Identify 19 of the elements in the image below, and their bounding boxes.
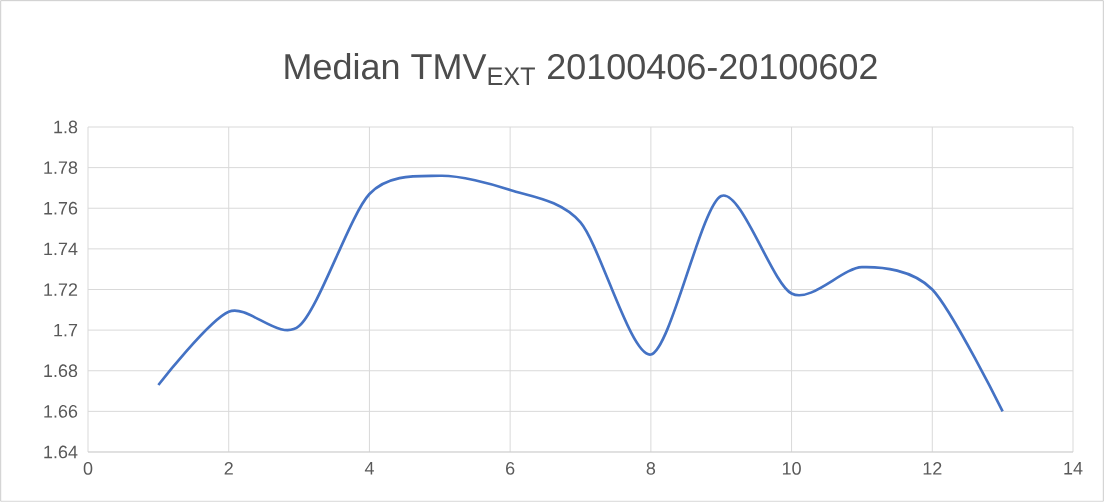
- y-tick-label: 1.64: [44, 445, 78, 459]
- y-tick-label: 1.66: [44, 404, 78, 418]
- y-tick-label: 1.74: [44, 242, 78, 256]
- x-tick-label: 8: [646, 462, 656, 475]
- y-tick-label: 1.76: [44, 201, 78, 215]
- chart-title: Median TMV$_{EXT}$ 20100406-20100602: [285, 52, 877, 85]
- x-tick-label: 10: [782, 462, 801, 475]
- x-tick-label: 12: [923, 462, 942, 475]
- x-tick-label: 14: [1064, 462, 1083, 475]
- x-tick-label: 4: [364, 462, 374, 475]
- y-tick-label: 1.7: [54, 323, 78, 337]
- line-series: [157, 174, 1004, 413]
- x-tick-label: 6: [506, 462, 515, 475]
- y-tick-label: 1.78: [44, 161, 78, 174]
- y-tick-label: 1.68: [44, 364, 78, 378]
- y-tick-label: 1.72: [44, 283, 78, 296]
- x-tick-label: 0: [83, 462, 93, 475]
- y-tick-label: 1.8: [54, 120, 78, 134]
- x-tick-label: 2: [224, 462, 233, 475]
